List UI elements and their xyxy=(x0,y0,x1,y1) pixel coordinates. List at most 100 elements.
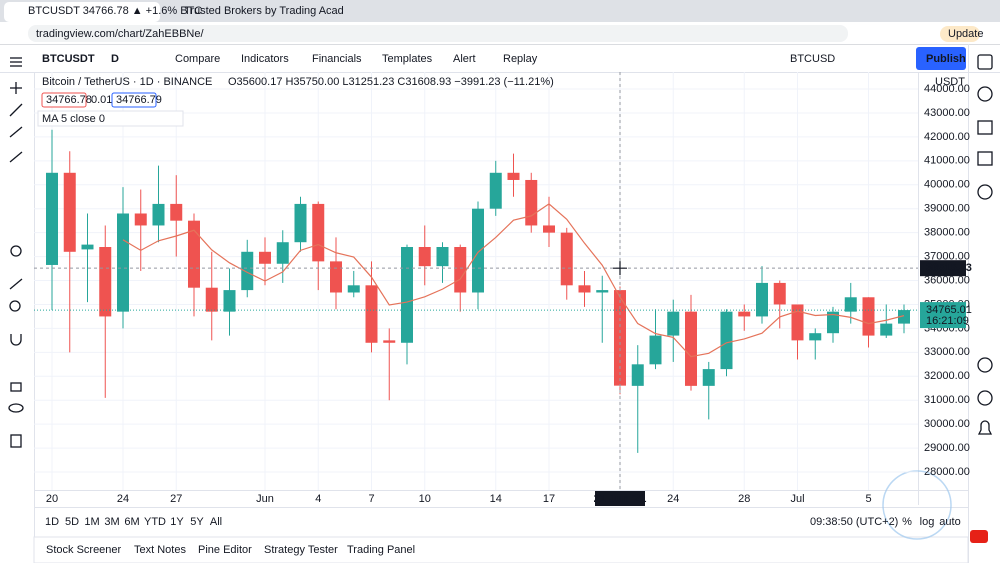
tab-title[interactable]: Trusted Brokers by Trading Acad xyxy=(184,5,344,17)
price-tick-label: 31000.00 xyxy=(924,394,970,406)
panel-tab[interactable]: Stock Screener xyxy=(46,544,122,556)
panel-tab[interactable]: Pine Editor xyxy=(198,544,252,556)
alerts-icon[interactable] xyxy=(977,86,993,102)
last-price: 34765.01 xyxy=(926,304,972,316)
crosshair-price-box xyxy=(920,260,966,277)
update-button[interactable] xyxy=(940,26,980,42)
range-button[interactable]: YTD xyxy=(144,516,166,528)
tab-title[interactable]: BTCUSDT 34766.78 ▲ +1.6% BTC xyxy=(28,5,202,17)
magnet-icon[interactable] xyxy=(10,334,22,346)
news-icon[interactable] xyxy=(977,120,993,135)
candle-body xyxy=(170,203,183,221)
candle-body xyxy=(152,203,165,226)
crosshair-cursor xyxy=(613,261,627,276)
toolbar-button[interactable]: Indicators xyxy=(241,53,289,65)
video-icon[interactable] xyxy=(970,530,988,543)
bottom-panel xyxy=(33,536,969,563)
price-tick-label: 36000.00 xyxy=(924,274,970,286)
countdown: 16:21:09 xyxy=(926,315,969,327)
panel-tab[interactable]: Text Notes xyxy=(134,544,186,556)
toolbar-button[interactable]: Financials xyxy=(312,53,362,65)
price-tick-label: 42000.00 xyxy=(924,131,970,143)
range-button[interactable]: 1M xyxy=(84,516,99,528)
candle-body xyxy=(898,310,910,324)
notifications-icon[interactable] xyxy=(977,420,993,435)
range-button[interactable]: 1Y xyxy=(170,516,184,528)
ideas-icon[interactable] xyxy=(977,357,993,373)
date-label: 24 xyxy=(667,493,679,505)
interval[interactable]: D xyxy=(111,53,119,65)
ruler-icon[interactable] xyxy=(9,278,23,290)
range-button[interactable]: 5D xyxy=(65,516,79,528)
range-button[interactable]: 6M xyxy=(124,516,139,528)
range-button[interactable]: All xyxy=(210,516,222,528)
watchlist-icon[interactable] xyxy=(977,54,993,70)
publish-button[interactable] xyxy=(916,47,966,70)
candle-body xyxy=(560,232,573,286)
toolbar-button[interactable]: Alert xyxy=(453,53,476,65)
date-label: 17 xyxy=(543,493,555,505)
brush-icon[interactable] xyxy=(9,151,23,163)
compare-symbol[interactable]: BTCUSD xyxy=(790,53,835,65)
range-button[interactable]: 3M xyxy=(104,516,119,528)
candle-body xyxy=(631,364,644,386)
ma-line xyxy=(122,203,905,358)
panel-tab[interactable]: Strategy Tester xyxy=(264,544,338,556)
date-label: 20 xyxy=(46,493,58,505)
range-button[interactable]: 1D xyxy=(45,516,59,528)
price-tick-label: 38000.00 xyxy=(924,227,970,239)
publish-label[interactable]: Publish xyxy=(926,53,966,65)
zoom-icon[interactable] xyxy=(9,300,21,312)
calendar-icon[interactable] xyxy=(977,151,993,166)
legend-title: Bitcoin / TetherUS · 1D · BINANCE xyxy=(42,76,212,88)
candle-body xyxy=(773,282,786,305)
price-tick-label: 37000.00 xyxy=(924,250,970,262)
fib-icon[interactable] xyxy=(9,126,23,138)
hotlist-icon[interactable] xyxy=(977,184,993,200)
streams-icon[interactable] xyxy=(977,390,993,406)
date-label: 28 xyxy=(738,493,750,505)
price-tick-label: 40000.00 xyxy=(924,179,970,191)
panel-tab[interactable]: Trading Panel xyxy=(347,544,415,556)
candle-body xyxy=(46,172,58,265)
update-label[interactable]: Update xyxy=(948,28,983,40)
price-tick-label: 29000.00 xyxy=(924,442,970,454)
candle-body xyxy=(134,213,147,226)
shape-icon[interactable] xyxy=(10,245,22,257)
price-tick-label: 28000.00 xyxy=(924,466,970,478)
candle-body xyxy=(827,311,839,334)
candle-body xyxy=(401,247,413,343)
date-label: 5 xyxy=(865,493,871,505)
toolbar-button[interactable]: Replay xyxy=(503,53,538,65)
candle-body xyxy=(347,285,360,293)
candle-body xyxy=(791,304,804,341)
toolbar-button[interactable]: Compare xyxy=(175,53,220,65)
date-label: Jul xyxy=(790,493,804,505)
indicator-box[interactable] xyxy=(37,110,184,127)
scale-toggle[interactable]: % xyxy=(902,516,912,528)
candle-body xyxy=(259,251,271,264)
price-tick-label: 41000.00 xyxy=(924,155,970,167)
bid: 34766.78 xyxy=(46,94,92,106)
candle-body xyxy=(578,285,591,293)
url-field[interactable] xyxy=(28,25,848,42)
price-tick-label: 39000.00 xyxy=(924,203,970,215)
date-label: 24 xyxy=(117,493,129,505)
toolbar-button[interactable]: Templates xyxy=(382,53,433,65)
price-tick-label: 43000.00 xyxy=(924,107,970,119)
candle-body xyxy=(596,290,609,293)
candle-body xyxy=(667,311,680,336)
crosshair-price: 36515.43 xyxy=(926,262,972,274)
eye-icon[interactable] xyxy=(8,403,24,413)
scale-toggle[interactable]: auto xyxy=(939,516,960,528)
candle-body xyxy=(81,244,94,250)
scale-toggle[interactable]: log xyxy=(920,516,935,528)
lock-icon[interactable] xyxy=(10,382,22,392)
active-tab[interactable] xyxy=(4,2,160,22)
trend-icon[interactable] xyxy=(9,103,23,117)
date-label: 4 xyxy=(315,493,321,505)
symbol[interactable]: BTCUSDT xyxy=(42,53,95,65)
trash-icon[interactable] xyxy=(10,434,22,448)
range-button[interactable]: 5Y xyxy=(190,516,204,528)
